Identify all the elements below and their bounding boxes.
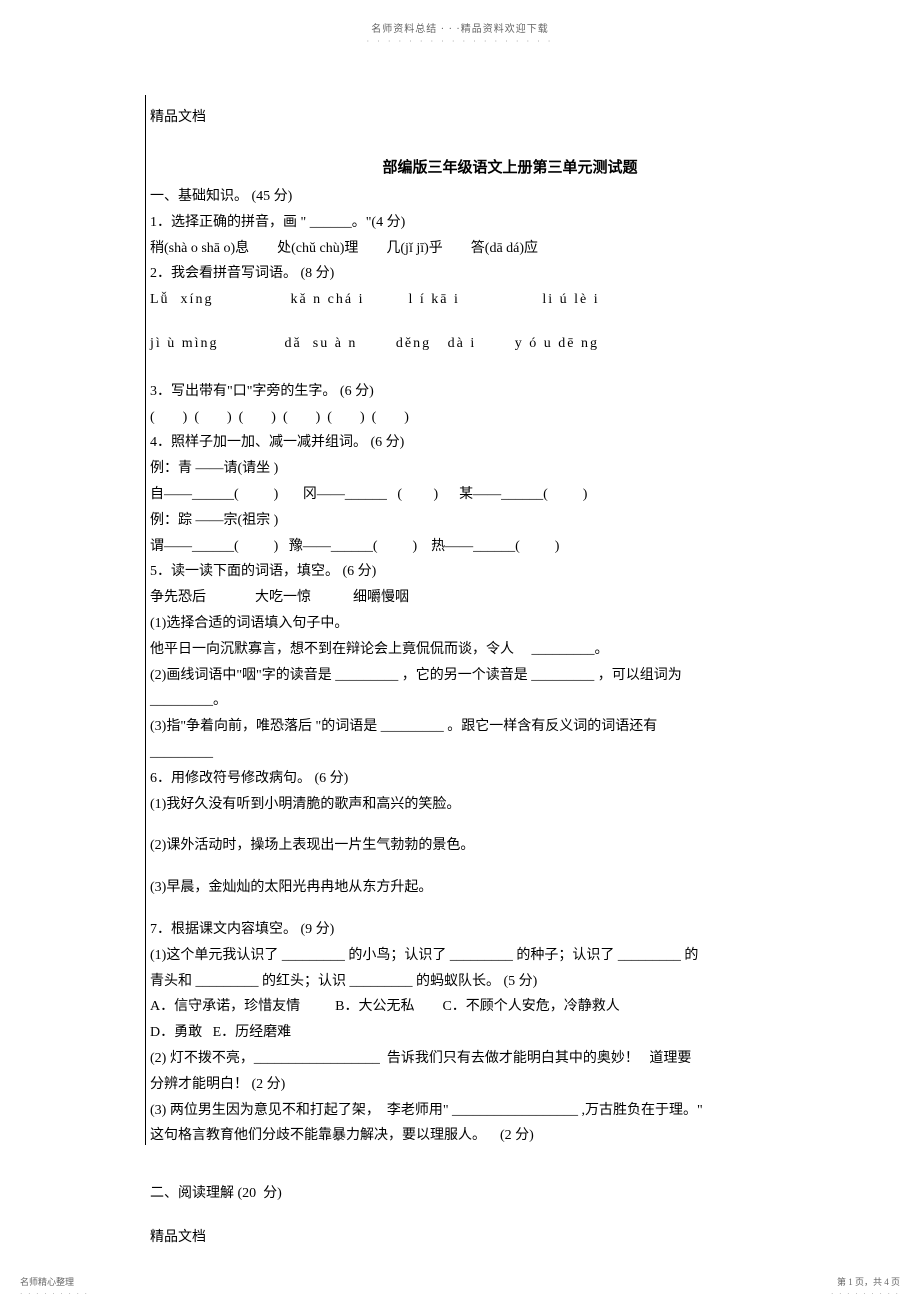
q7-3b: 这句格言教育他们分歧不能靠暴力解决，要以理服人。 (2 分) bbox=[150, 1124, 770, 1148]
spacer bbox=[150, 902, 770, 916]
page-divider bbox=[145, 95, 146, 1145]
q6-3: (3)早晨，金灿灿的太阳光冉冉地从东方升起。 bbox=[150, 876, 770, 900]
spacer bbox=[150, 1150, 770, 1180]
footer-left: 名师精心整理 bbox=[20, 1275, 74, 1288]
q5-1-sent: 他平日一向沉默寡言，想不到在辩论会上竟侃侃而谈，令人 _________。 bbox=[150, 638, 770, 662]
header-dots: · · · · · · · · · · · · · · · · · · bbox=[0, 37, 920, 46]
section2-header: 二、阅读理解 (20 分) bbox=[150, 1182, 770, 1206]
q7-opts2: D．勇敢 E．历经磨难 bbox=[150, 1021, 770, 1045]
document-title: 部编版三年级语文上册第三单元测试题 bbox=[150, 156, 770, 177]
doc-label-top: 精品文档 bbox=[150, 106, 770, 126]
q5-3b: _________ bbox=[150, 741, 770, 765]
q7-3: (3) 两位男生因为意见不和打起了架， 李老师用" ______________… bbox=[150, 1099, 770, 1123]
footer-dots-left: · · · · · · · · · bbox=[20, 1290, 89, 1298]
content: 精品文档 部编版三年级语文上册第三单元测试题 一、基础知识。 (45 分) 1．… bbox=[150, 106, 770, 1246]
q2-pinyin2: jì ù mìng dǎ su à n děng dà i y ó u dē n… bbox=[150, 332, 770, 356]
q5-text: 5．读一读下面的词语，填空。 (6 分) bbox=[150, 560, 770, 584]
q4-ex1: 例：青 ——请(请坐 ) bbox=[150, 457, 770, 481]
spacer bbox=[150, 818, 770, 832]
q1-options: 稍(shà o shā o)息 处(chǔ chù)理 几(jǐ jī)乎 答(… bbox=[150, 237, 770, 261]
q1-text: 1．选择正确的拼音，画 " ______。"(4 分) bbox=[150, 211, 770, 235]
section1-header: 一、基础知识。 (45 分) bbox=[150, 185, 770, 209]
q7-text: 7．根据课文内容填空。 (9 分) bbox=[150, 918, 770, 942]
q7-1: (1)这个单元我认识了 _________ 的小鸟；认识了 _________ … bbox=[150, 944, 770, 968]
header-text: 名师资料总结 · · ·精品资料欢迎下载 bbox=[0, 0, 920, 35]
spacer bbox=[150, 314, 770, 330]
q6-2: (2)课外活动时，操场上表现出一片生气勃勃的景色。 bbox=[150, 834, 770, 858]
spacer bbox=[150, 358, 770, 378]
q6-text: 6．用修改符号修改病句。 (6 分) bbox=[150, 767, 770, 791]
q6-1: (1)我好久没有听到小明清脆的歌声和高兴的笑脸。 bbox=[150, 793, 770, 817]
doc-label-bottom: 精品文档 bbox=[150, 1226, 770, 1246]
body: 一、基础知识。 (45 分) 1．选择正确的拼音，画 " ______。"(4 … bbox=[150, 185, 770, 1206]
spacer bbox=[150, 860, 770, 874]
q7-2b: 分辨才能明白！ (2 分) bbox=[150, 1073, 770, 1097]
q5-3: (3)指"争着向前，唯恐落后 "的词语是 _________ 。跟它一样含有反义… bbox=[150, 715, 770, 739]
footer-dots-right: · · · · · · · · · bbox=[831, 1290, 900, 1298]
q4-line1: 自——______( ) 冈——______ ( ) 某——______( ) bbox=[150, 483, 770, 507]
q3-brackets: ( ) ( ) ( ) ( ) ( ) ( ) bbox=[150, 406, 770, 430]
q4-text: 4．照样子加一加、减一减并组词。 (6 分) bbox=[150, 431, 770, 455]
q3-text: 3．写出带有"口"字旁的生字。 (6 分) bbox=[150, 380, 770, 404]
q7-opts1: A．信守承诺，珍惜友情 B．大公无私 C．不顾个人安危，冷静救人 bbox=[150, 995, 770, 1019]
q5-2: (2)画线词语中"咽"字的读音是 _________ ，它的另一个读音是 ___… bbox=[150, 664, 770, 688]
q2-pinyin1: Lǚ xíng kǎ n chá i l í kā i li ú lè i bbox=[150, 288, 770, 312]
q2-text: 2．我会看拼音写词语。 (8 分) bbox=[150, 262, 770, 286]
q7-1b: 青头和 _________ 的红头；认识 _________ 的蚂蚁队长。 (5… bbox=[150, 970, 770, 994]
q4-ex2: 例：踪 ——宗(祖宗 ) bbox=[150, 509, 770, 533]
q5-words: 争先恐后 大吃一惊 细嚼慢咽 bbox=[150, 586, 770, 610]
q5-2b: _________。 bbox=[150, 689, 770, 713]
q5-1: (1)选择合适的词语填入句子中。 bbox=[150, 612, 770, 636]
footer-right: 第 1 页，共 4 页 bbox=[837, 1275, 900, 1288]
q4-line2: 谓——______( ) 豫——______( ) 热——______( ) bbox=[150, 535, 770, 559]
q7-2: (2) 灯不拨不亮，__________________ 告诉我们只有去做才能明… bbox=[150, 1047, 770, 1071]
